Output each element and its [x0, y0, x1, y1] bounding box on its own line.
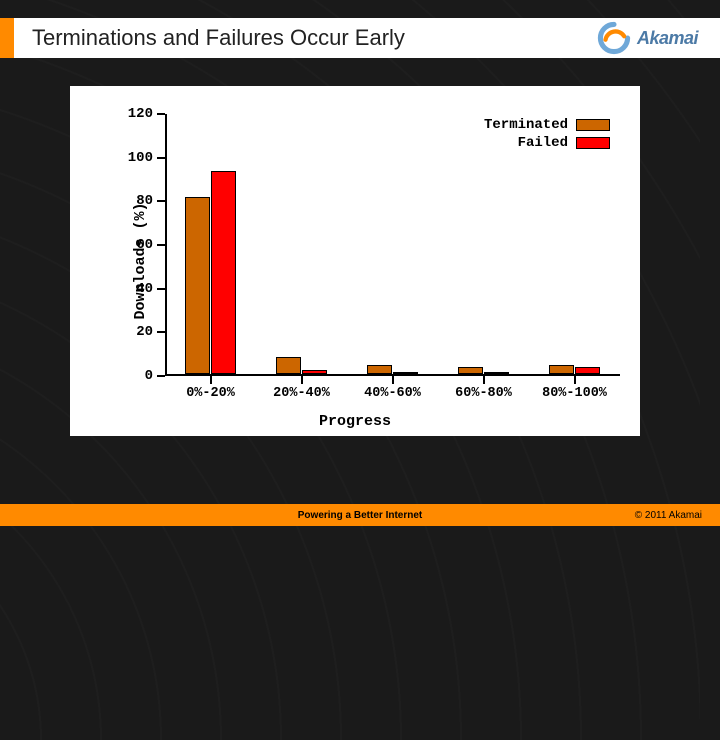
chart-legend: Terminated Failed: [484, 116, 610, 152]
brand-logo: Akamai: [597, 21, 698, 55]
chart-ylabel: Downloads (%): [132, 202, 149, 319]
ytick: [157, 113, 165, 115]
ytick-label: 120: [128, 106, 153, 122]
xtick-label: 0%-20%: [186, 386, 235, 401]
chart-panel: Downloads (%) Progress TerminatedFailed …: [70, 86, 640, 436]
bar-failed: [302, 370, 327, 374]
ytick-label: 60: [136, 237, 153, 253]
legend-swatch: [576, 119, 610, 131]
ytick-label: 20: [136, 324, 153, 340]
ytick: [157, 157, 165, 159]
bar-failed: [575, 367, 600, 374]
bar-terminated: [458, 367, 483, 374]
ytick: [157, 200, 165, 202]
title-accent: [0, 18, 14, 58]
bar-failed: [393, 372, 418, 374]
footer-bar: Powering a Better Internet © 2011 Akamai: [0, 504, 720, 526]
bar-failed: [484, 372, 509, 374]
footer-copyright: © 2011 Akamai: [635, 510, 702, 521]
bar-terminated: [367, 365, 392, 374]
chart-plot-area: TerminatedFailed 0204060801001200%-20%20…: [165, 114, 620, 376]
bar-terminated: [549, 365, 574, 374]
xtick: [301, 376, 303, 384]
ytick: [157, 331, 165, 333]
xtick-label: 40%-60%: [364, 386, 421, 401]
xtick: [210, 376, 212, 384]
logo-swoosh-icon: [597, 21, 631, 55]
ytick-label: 100: [128, 150, 153, 166]
bar-terminated: [276, 357, 301, 374]
xtick-label: 60%-80%: [455, 386, 512, 401]
ytick: [157, 288, 165, 290]
legend-label: Terminated: [484, 117, 568, 133]
logo-text: Akamai: [637, 28, 698, 49]
ytick-label: 40: [136, 281, 153, 297]
ytick: [157, 244, 165, 246]
legend-swatch: [576, 137, 610, 149]
legend-item: Failed: [484, 134, 610, 152]
xtick-label: 80%-100%: [542, 386, 607, 401]
y-axis: [165, 114, 167, 376]
xtick: [483, 376, 485, 384]
chart-xlabel: Progress: [70, 413, 640, 430]
ytick-label: 80: [136, 193, 153, 209]
legend-label: Failed: [518, 135, 568, 151]
bar-failed: [211, 171, 236, 374]
bar-terminated: [185, 197, 210, 374]
slide-title: Terminations and Failures Occur Early: [32, 25, 405, 51]
xtick-label: 20%-40%: [273, 386, 330, 401]
footer-tagline: Powering a Better Internet: [298, 510, 422, 521]
legend-item: Terminated: [484, 116, 610, 134]
title-bar: Terminations and Failures Occur Early Ak…: [0, 18, 720, 58]
xtick: [392, 376, 394, 384]
xtick: [574, 376, 576, 384]
ytick: [157, 375, 165, 377]
ytick-label: 0: [145, 368, 153, 384]
